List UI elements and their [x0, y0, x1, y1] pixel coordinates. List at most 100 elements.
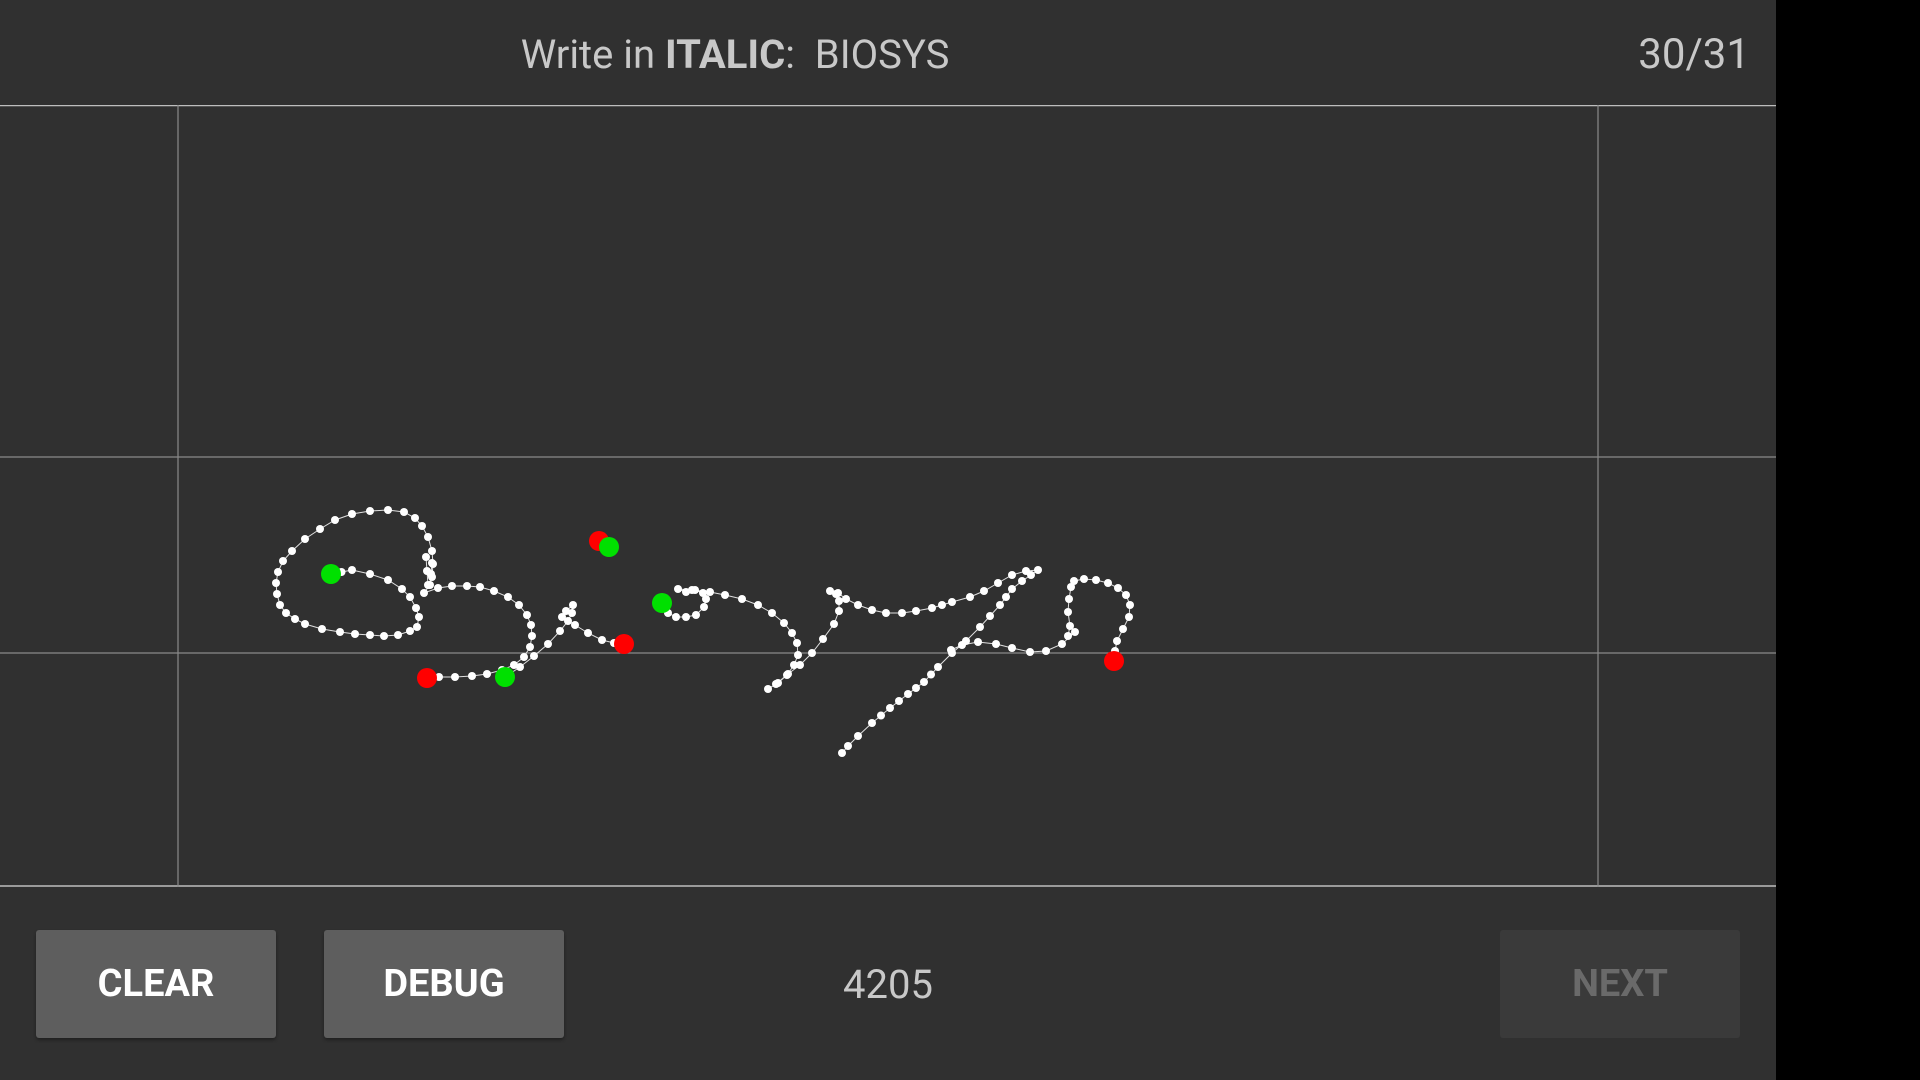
- stroke-sample-point: [1092, 576, 1100, 584]
- stroke-sample-point: [702, 595, 710, 603]
- stroke-sample-point: [966, 593, 974, 601]
- stroke-sample-point: [1002, 593, 1010, 601]
- prompt-colon: :: [785, 30, 795, 78]
- stroke-sample-point: [571, 621, 579, 629]
- stroke-start-marker: [652, 593, 672, 613]
- drawing-surface[interactable]: [0, 105, 1776, 887]
- stroke-sample-point: [515, 601, 523, 609]
- stroke-markers: [321, 531, 1124, 688]
- stroke-sample-point: [301, 535, 309, 543]
- next-button[interactable]: NEXT: [1500, 930, 1740, 1038]
- stroke-sample-point: [273, 590, 281, 598]
- stroke-sample-point: [406, 593, 414, 601]
- stroke-sample-point: [895, 697, 903, 705]
- stroke-sample-point: [1058, 640, 1066, 648]
- stroke-sample-point: [318, 625, 326, 633]
- stroke-sample-point: [483, 670, 491, 678]
- stroke-sample-point: [523, 611, 531, 619]
- stroke-sample-point: [980, 587, 988, 595]
- drawing-canvas[interactable]: [0, 105, 1776, 887]
- stroke-sample-point: [793, 639, 801, 647]
- handwriting-app: Write in ITALIC: BIOSYS 30/31 CLEAR DEBU…: [0, 0, 1776, 1080]
- stroke-sample-point: [301, 620, 309, 628]
- stroke-sample-point: [400, 508, 408, 516]
- stroke-sample-point: [468, 672, 476, 680]
- stroke-path-4: [661, 569, 1040, 754]
- stroke-sample-point: [974, 638, 982, 646]
- stroke-sample-point: [282, 609, 290, 617]
- stroke-sample-point: [912, 684, 920, 692]
- stroke-start-marker: [599, 537, 619, 557]
- stroke-sample-point: [418, 522, 426, 530]
- stroke-sample-point: [336, 628, 344, 636]
- stroke-sample-point: [426, 581, 434, 589]
- stroke-sample-point: [451, 673, 459, 681]
- stroke-sample-point: [516, 663, 524, 671]
- stroke-sample-point: [1066, 622, 1074, 630]
- stroke-sample-point: [1027, 571, 1035, 579]
- stroke-sample-point: [411, 514, 419, 522]
- stroke-sample-point: [1114, 584, 1122, 592]
- stroke-sample-point: [688, 586, 696, 594]
- stroke-sample-point: [366, 570, 374, 578]
- stroke-sample-point: [994, 579, 1002, 587]
- clear-button[interactable]: CLEAR: [36, 930, 276, 1038]
- stroke-sample-point: [1122, 591, 1130, 599]
- stroke-sample-point: [1065, 595, 1073, 603]
- stroke-sample-point: [288, 547, 296, 555]
- stroke-sample-point: [316, 525, 324, 533]
- stroke-sample-point: [384, 506, 392, 514]
- stroke-sample-point: [598, 636, 606, 644]
- stroke-sample-point: [348, 566, 356, 574]
- header-bar: Write in ITALIC: BIOSYS 30/31: [0, 0, 1776, 105]
- stroke-start-marker: [321, 564, 341, 584]
- stroke-sample-point: [927, 670, 935, 679]
- stroke-sample-point: [842, 595, 850, 603]
- stroke-sample-point: [844, 742, 852, 750]
- stroke-sample-point: [351, 630, 359, 638]
- stroke-sample-point: [700, 603, 708, 611]
- stroke-sample-point: [948, 598, 956, 606]
- stroke-sample-point: [835, 607, 843, 615]
- stroke-sample-point: [1080, 575, 1088, 583]
- stroke-sample-point: [808, 649, 816, 657]
- stroke-sample-point: [958, 641, 966, 649]
- stroke-path-5: [950, 578, 1131, 662]
- stroke-sample-point: [976, 623, 984, 631]
- stroke-sample-point: [1034, 566, 1042, 574]
- stroke-sample-point: [564, 617, 572, 625]
- stroke-sample-point: [834, 589, 842, 597]
- stroke-sample-point: [780, 619, 788, 627]
- stroke-sample-point: [584, 629, 592, 637]
- writing-prompt: Write in ITALIC: BIOSYS: [0, 0, 1470, 108]
- stroke-sample-point: [366, 507, 374, 515]
- handwriting-strokes: [272, 506, 1134, 757]
- stroke-sample-point: [562, 607, 570, 615]
- stroke-sample-point: [692, 611, 700, 619]
- stroke-sample-point: [406, 627, 414, 635]
- stroke-sample-point: [276, 601, 284, 609]
- stroke-sample-point: [826, 587, 834, 595]
- stroke-sample-point: [1104, 579, 1112, 587]
- stroke-sample-point: [1064, 632, 1072, 640]
- stroke-sample-point: [868, 719, 876, 727]
- stroke-sample-point: [272, 579, 280, 587]
- stroke-sample-point: [819, 635, 827, 643]
- prompt-prefix: Write in: [520, 30, 666, 78]
- stroke-sample-point: [1042, 647, 1050, 655]
- stroke-sample-point: [1119, 625, 1127, 633]
- stroke-sample-point: [528, 632, 536, 640]
- stroke-sample-point: [366, 631, 374, 639]
- stroke-sample-point: [928, 604, 936, 612]
- stroke-sample-point: [912, 607, 920, 615]
- stroke-sample-point: [558, 613, 566, 621]
- stroke-sample-point: [784, 670, 792, 678]
- prompt-word: BIOSYS: [814, 30, 950, 78]
- stroke-sample-point: [569, 601, 577, 609]
- prompt-style: ITALIC: [665, 30, 786, 78]
- stroke-sample-point: [1008, 571, 1016, 579]
- stroke-sample-point: [384, 576, 392, 584]
- point-count: 4205: [843, 960, 933, 1008]
- debug-button[interactable]: DEBUG: [324, 930, 564, 1038]
- stroke-sample-point: [738, 595, 746, 603]
